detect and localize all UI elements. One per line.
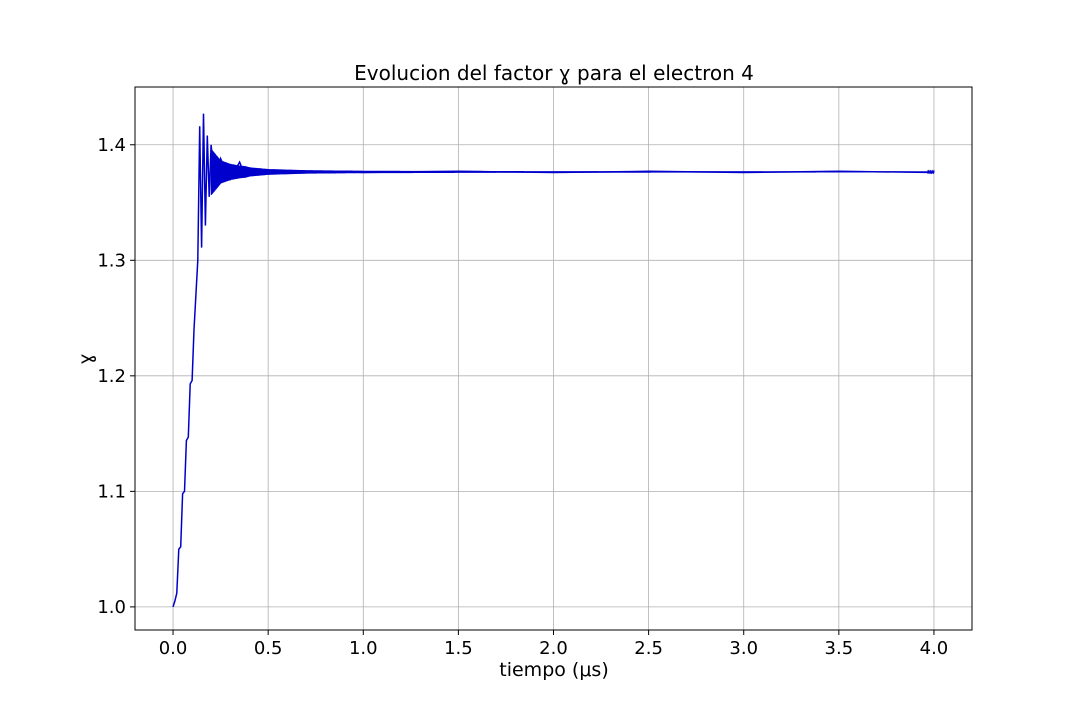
y-axis-label: ɣ [75,353,97,364]
x-axis-label: tiempo (μs) [499,659,608,681]
x-tick-label: 1.0 [349,638,378,659]
x-tick-label: 0.5 [254,638,283,659]
x-tick-label: 2.0 [539,638,568,659]
x-tick-label: 2.5 [634,638,663,659]
series-layer [172,113,935,608]
grid-x [172,87,935,630]
y-tick-label: 1.4 [97,135,126,156]
x-tick-label: 3.0 [729,638,758,659]
y-tick-label: 1.2 [97,366,126,387]
x-tick-label: 3.5 [825,638,854,659]
ticks-x: 0.0 0.5 1.0 1.5 2.0 2.5 3.0 3.5 4.0 [159,630,949,659]
x-tick-label: 1.5 [444,638,473,659]
y-tick-label: 1.3 [97,250,126,271]
grid-y [135,144,972,608]
chart-title: Evolucion del factor ɣ para el electron … [354,61,754,85]
y-tick-label: 1.1 [97,481,126,502]
series-oscillation-band [210,148,935,196]
x-tick-label: 4.0 [920,638,949,659]
x-tick-label: 0.0 [159,638,188,659]
y-tick-label: 1.0 [97,597,126,618]
ticks-y: 1.0 1.1 1.2 1.3 1.4 [97,135,135,618]
